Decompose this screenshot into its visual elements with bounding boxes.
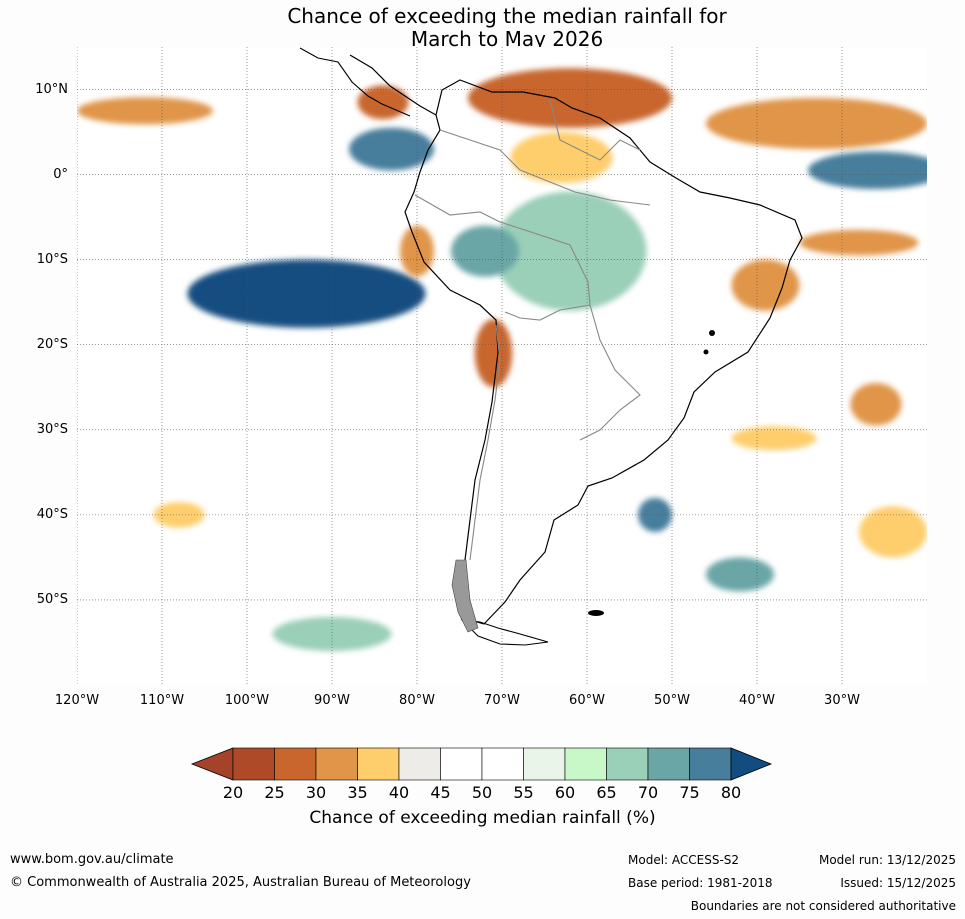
colorbar-segment [357,747,400,781]
colorbar-segment [523,747,566,781]
latitude-label: 0° [53,166,68,182]
colorbar-tick-label: 75 [679,783,700,802]
colorbar-segment [315,747,358,781]
graticule [77,47,927,685]
colorbar-tick-label: 55 [513,783,534,802]
border-northern [439,129,651,206]
colorbar-segment [647,747,690,781]
colorbar-segment [689,747,732,781]
tierra-del-fuego-coastline [460,619,549,646]
latitude-label: 20°S [36,336,68,352]
longitude-label: 70°W [484,693,520,708]
rainfall-anomaly-region [731,259,800,311]
rainfall-anomaly-region [859,506,927,558]
rainfall-anomaly-region [799,229,919,256]
colorbar-tick-label: 50 [471,783,493,802]
issued-date: Issued: 15/12/2025 [840,876,956,890]
lakes [588,330,715,616]
colorbar [190,747,773,781]
rainfall-anomaly-region [706,557,774,592]
longitude-label: 30°W [824,693,860,708]
rainfall-anomaly-region [187,259,426,328]
colorbar-extend-low [190,747,234,781]
colorbar-segment [274,747,317,781]
model-run-date: Model run: 13/12/2025 [818,853,956,867]
colorbar-tick-label: 35 [347,783,368,802]
colorbar-tick-label: 30 [305,783,327,802]
longitude-label: 40°W [739,693,775,708]
colorbar-tick-label: 60 [554,783,576,802]
base-period: Base period: 1981-2018 [628,876,773,890]
patagonia-islands [451,559,479,633]
colorbar-tick-label: 40 [388,783,410,802]
colorbar-tick-label: 45 [430,783,451,802]
rainfall-anomaly-region [349,127,434,171]
rainfall-anomaly-region [808,151,927,190]
colorbar-extend-high [730,747,773,781]
copyright-text: © Commonwealth of Australia 2025, Austra… [10,875,471,890]
boundaries-disclaimer: Boundaries are not considered authoritat… [690,899,956,913]
colorbar-label: Chance of exceeding median rainfall (%) [309,808,656,828]
colorbar-segment [232,747,275,781]
latitude-label: 40°S [36,506,68,522]
latitude-label: 10°N [35,81,68,97]
border-chile-argentina [469,324,501,561]
map-title-line-1: Chance of exceeding the median rainfall … [287,4,727,28]
rainfall-anomaly-region [493,191,647,311]
colorbar-segment [606,747,649,781]
longitude-label: 80°W [399,693,435,708]
colorbar-tick-label: 80 [720,783,742,802]
colorbar-segment [440,747,483,781]
border-peru-bolivia [414,194,591,321]
rainfall-anomaly-region [638,497,672,532]
latitude-label: 30°S [36,421,68,437]
colorbar-tick-label: 70 [637,783,659,802]
longitude-label: 120°W [54,693,100,708]
lake-marker [703,349,709,355]
colorbar-segment [481,747,524,781]
rainfall-anomaly-region [468,68,672,128]
longitude-label: 100°W [224,693,270,708]
border-paraguay-argentina [579,304,641,441]
longitude-label: 90°W [314,693,350,708]
rainfall-probability-field [77,68,927,651]
rainfall-anomaly-region [706,98,927,150]
colorbar-tick-label: 65 [596,783,617,802]
rainfall-anomaly-region [510,132,613,184]
country-borders [414,99,651,561]
colorbar-segment [564,747,607,781]
longitude-label: 60°W [569,693,605,708]
latitude-label: 50°S [36,591,68,607]
model-name: Model: ACCESS-S2 [628,853,740,867]
coastline [299,47,803,646]
rainfall-anomaly-region [451,225,519,277]
colorbar-segment [398,747,441,781]
central-america-coastline [299,47,411,117]
map-title-line-2: March to May 2026 [410,27,604,51]
rainfall-anomaly-region [77,97,213,125]
rainfall-anomaly-region [850,383,902,426]
website-link[interactable]: www.bom.gov.au/climate [10,852,174,867]
colorbar-tick-label: 20 [222,783,244,802]
longitude-label: 50°W [654,693,690,708]
border-guianas [549,99,641,161]
rainfall-anomaly-region [272,616,392,651]
colorbar-tick-label: 25 [264,783,285,802]
latitude-label: 10°S [36,251,68,267]
rainfall-map [77,47,927,685]
longitude-label: 110°W [139,693,185,708]
south-america-coastline [349,54,803,625]
rainfall-anomaly-region [731,426,817,451]
falkland-islands [588,610,604,616]
rainfall-anomaly-region [474,319,513,388]
lake-marker [709,330,715,336]
rainfall-anomaly-region [357,85,409,120]
